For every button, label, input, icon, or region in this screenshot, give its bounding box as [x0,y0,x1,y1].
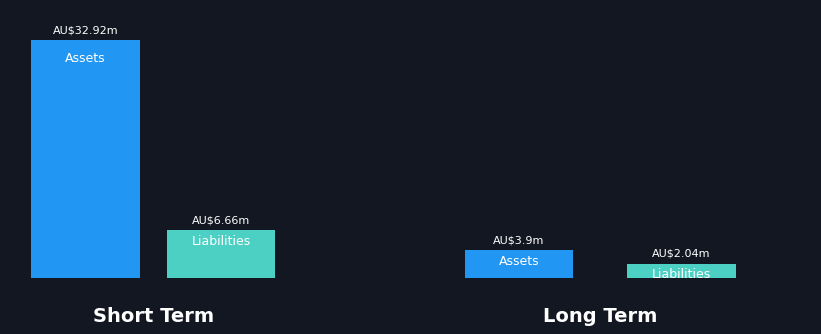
Text: Short Term: Short Term [93,307,213,326]
Bar [167,230,275,278]
Text: Assets: Assets [65,52,106,65]
Text: Long Term: Long Term [543,307,658,326]
Bar [465,250,573,278]
Text: Liabilities: Liabilities [191,235,250,248]
Bar [31,40,140,278]
Text: AU$6.66m: AU$6.66m [192,215,250,225]
Bar [627,264,736,278]
Text: Liabilities: Liabilities [652,269,711,281]
Text: Assets: Assets [498,255,539,268]
Text: AU$32.92m: AU$32.92m [53,25,118,35]
Text: AU$2.04m: AU$2.04m [652,249,711,259]
Text: AU$3.9m: AU$3.9m [493,235,544,245]
